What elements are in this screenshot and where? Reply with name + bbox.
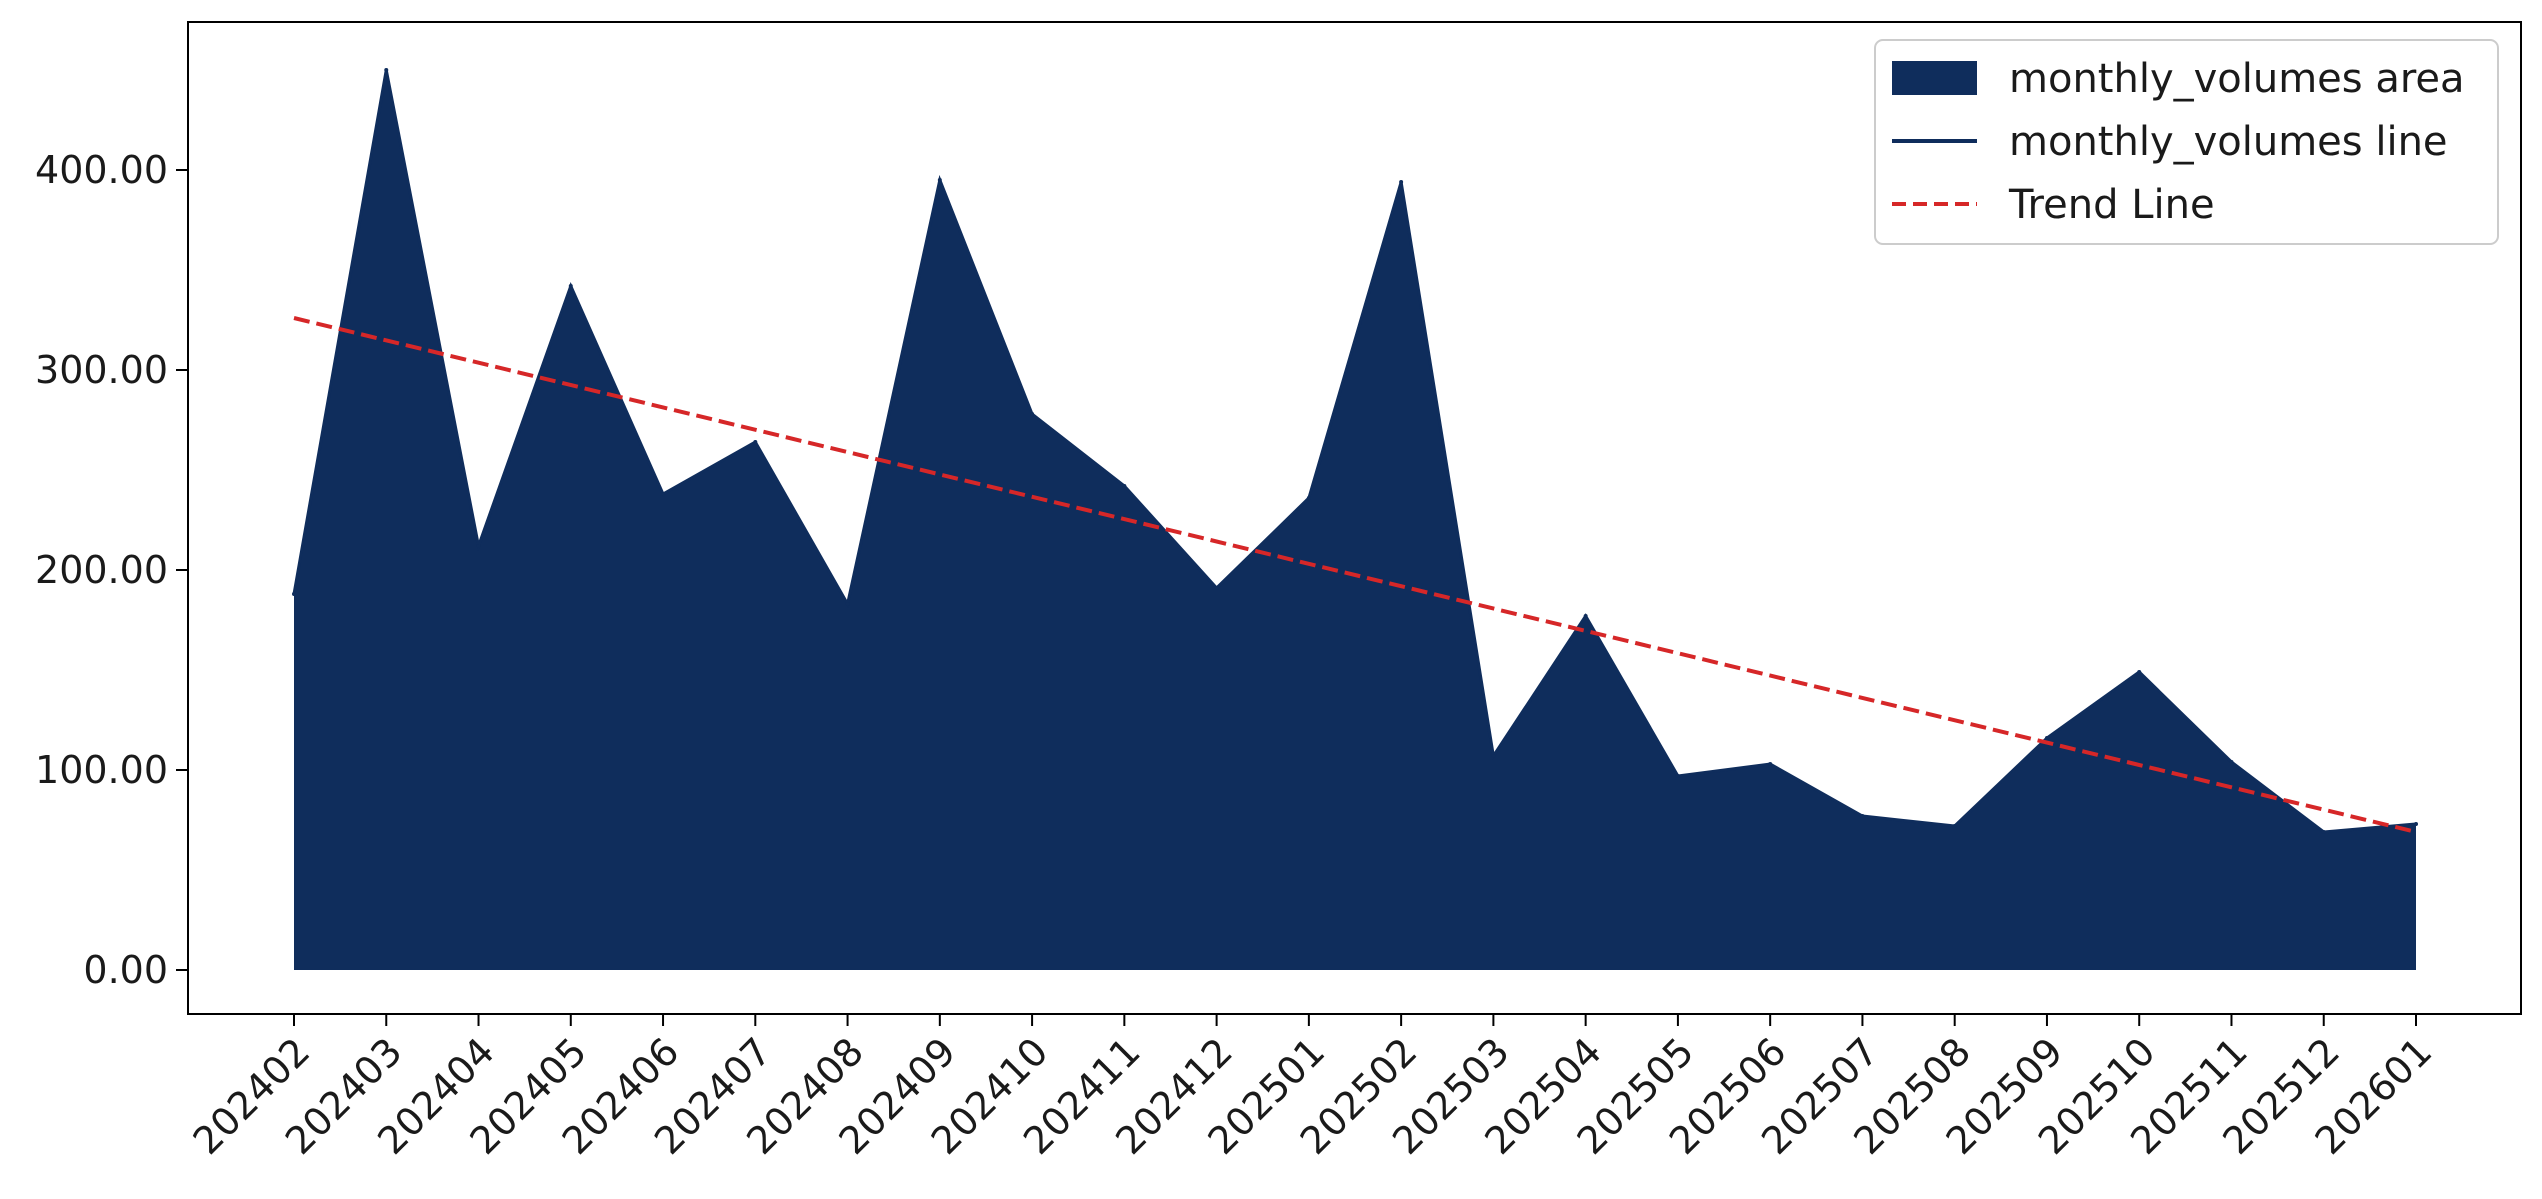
y-tick-label: 300.00 [35, 348, 168, 392]
data-point-202410 [1030, 412, 1035, 416]
data-point-202503 [1491, 754, 1496, 758]
data-point-202406 [661, 492, 666, 496]
plot-frame [187, 21, 2522, 1015]
legend-box [1874, 39, 2499, 245]
data-point-202512 [2321, 830, 2326, 834]
y-axis: 0.00 100.00 200.00 300.00 400.00 [35, 148, 188, 992]
data-point-202510 [2137, 670, 2142, 674]
data-point-202505 [1675, 774, 1680, 778]
x-axis: 2024022024032024042024052024062024072024… [185, 1014, 2440, 1163]
data-point-202506 [1768, 762, 1773, 766]
y-tick-label: 100.00 [35, 748, 168, 792]
data-point-202407 [753, 440, 758, 444]
data-point-202507 [1860, 814, 1865, 818]
data-point-202508 [1952, 824, 1957, 828]
data-point-202403 [384, 68, 389, 72]
data-point-202411 [1122, 484, 1127, 488]
y-tick-label: 400.00 [35, 148, 168, 192]
data-point-202404 [476, 544, 481, 548]
legend-label: Trend Line [2008, 182, 2215, 228]
series-line [292, 69, 2417, 834]
data-point-202502 [1399, 180, 1404, 184]
data-point-202511 [2229, 760, 2234, 764]
legend-swatch-area [1892, 61, 1977, 95]
data-point-202409 [937, 178, 942, 182]
data-point-202504 [1583, 614, 1588, 618]
data-point-202412 [1214, 586, 1219, 590]
area-fill [294, 70, 2416, 970]
data-point-202405 [568, 284, 573, 288]
legend-label: monthly_volumes area [2009, 56, 2465, 102]
data-point-202402 [292, 592, 296, 596]
y-tick-label: 200.00 [35, 548, 168, 592]
data-point-202601 [2414, 822, 2418, 826]
data-point-202408 [845, 602, 850, 606]
legend-label: monthly_volumes line [2009, 119, 2448, 165]
data-point-202509 [2044, 736, 2049, 740]
trend-line [293, 316, 2417, 834]
data-point-202501 [1306, 496, 1311, 500]
plot-layer [292, 68, 2418, 970]
legend: monthly_volumes area monthly_volumes line… [1874, 39, 2499, 245]
y-tick-label: 0.00 [83, 948, 168, 992]
